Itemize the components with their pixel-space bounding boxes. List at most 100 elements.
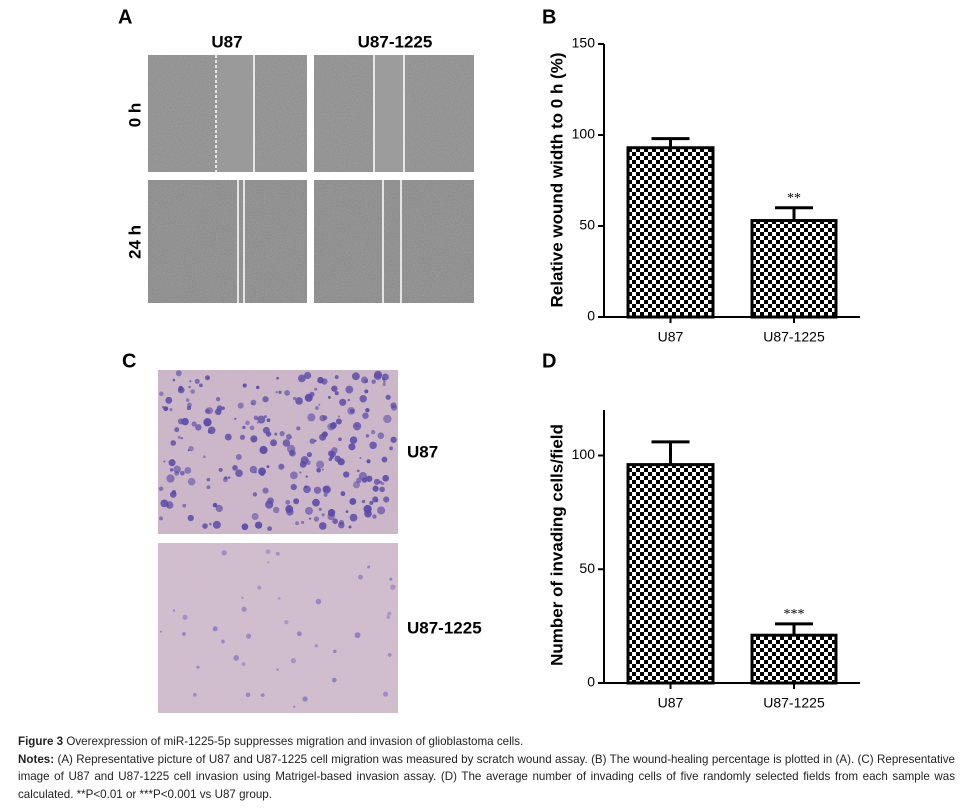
cell-blob	[323, 492, 328, 497]
cell-blob	[309, 438, 316, 444]
cell-blob	[339, 398, 347, 406]
cell-blob	[307, 413, 316, 422]
cell-blob	[313, 516, 320, 522]
wound-image	[148, 180, 307, 303]
cell-blob	[195, 424, 202, 431]
cell-blob	[328, 457, 333, 462]
cell-blob	[270, 439, 278, 447]
cell-blob	[262, 396, 269, 403]
cell-blob	[358, 472, 368, 481]
cell-blob	[306, 451, 313, 458]
column-label: U87	[211, 32, 242, 51]
cell-blob	[322, 486, 329, 492]
cell-blob	[159, 391, 164, 397]
cell-blob	[308, 517, 312, 520]
cell-blob	[259, 445, 268, 455]
cell-blob	[331, 385, 338, 392]
cell-blob	[364, 379, 369, 383]
cell-blob	[249, 465, 258, 474]
cell-blob	[338, 521, 345, 529]
cell-blob	[321, 468, 324, 471]
row-label: U87	[407, 442, 438, 461]
cell-blob	[274, 432, 278, 436]
cell-blob	[285, 505, 294, 513]
cell-blob	[169, 468, 174, 472]
cell-blob	[165, 396, 173, 404]
cell-blob	[315, 598, 322, 605]
cell-blob	[366, 475, 373, 482]
cell-blob	[387, 653, 392, 657]
cell-blob	[241, 523, 249, 531]
cell-blob	[321, 513, 325, 517]
cell-blob	[304, 371, 312, 380]
cell-blob	[290, 483, 297, 491]
x-tick-label: U87-1225	[763, 695, 825, 711]
cell-blob	[290, 658, 297, 664]
row-label: 0 h	[125, 103, 144, 128]
cell-blob	[260, 693, 265, 698]
cell-blob	[239, 434, 246, 440]
cell-blob	[204, 408, 210, 414]
cell-blob	[172, 378, 176, 382]
panel-label: D	[542, 350, 556, 372]
cell-blob	[304, 485, 308, 489]
cell-blob	[347, 406, 356, 415]
cell-blob	[184, 467, 192, 474]
invasion-image	[158, 543, 398, 713]
cell-blob	[203, 455, 206, 459]
cell-blob	[185, 398, 190, 402]
cell-blob	[362, 412, 369, 419]
cell-blob	[251, 512, 259, 521]
cell-blob	[182, 632, 186, 636]
cell-blob	[241, 662, 246, 667]
cell-blob	[328, 450, 335, 457]
cell-blob	[348, 525, 352, 529]
cell-blob	[256, 385, 260, 390]
cell-blob	[235, 469, 243, 477]
cell-blob	[369, 500, 374, 505]
cell-blob	[191, 421, 197, 427]
cell-blob	[207, 426, 216, 435]
cell-blob	[245, 420, 250, 426]
cell-blob	[389, 446, 393, 451]
cell-blob	[331, 677, 337, 683]
cell-blob	[359, 395, 367, 403]
bar	[626, 463, 715, 685]
cell-blob	[232, 465, 238, 471]
cell-blob	[187, 514, 194, 522]
cell-blob	[177, 418, 184, 425]
cell-blob	[265, 549, 271, 554]
cell-blob	[265, 500, 274, 509]
cell-blob	[252, 492, 258, 497]
cell-blob	[377, 506, 386, 515]
bar	[750, 219, 838, 319]
invasion-image	[158, 370, 398, 534]
cell-blob	[296, 426, 301, 431]
cell-blob	[186, 405, 192, 411]
cell-blob	[215, 504, 223, 513]
cell-blob	[385, 394, 391, 400]
cell-blob	[370, 429, 376, 435]
cell-blob	[266, 465, 270, 469]
cell-blob	[212, 502, 218, 508]
cell-blob	[173, 465, 181, 474]
cell-blob	[227, 476, 231, 479]
cell-blob	[338, 437, 342, 442]
cell-blob	[159, 630, 163, 633]
x-tick-label: U87	[658, 329, 684, 345]
cell-blob	[333, 649, 337, 654]
notes-label: Notes:	[18, 752, 55, 766]
significance-label: ***	[784, 607, 805, 622]
cell-blob	[335, 418, 342, 425]
cell-blob	[171, 489, 177, 495]
cell-blob	[267, 526, 273, 532]
cell-blob	[250, 435, 258, 443]
cell-blob	[285, 499, 291, 505]
cell-blob	[295, 397, 303, 405]
cell-blob	[379, 480, 383, 484]
y-tick-label: 0	[587, 674, 595, 690]
cell-blob	[338, 415, 341, 418]
cell-blob	[267, 561, 270, 564]
cell-blob	[349, 513, 358, 522]
cell-blob	[163, 460, 166, 463]
